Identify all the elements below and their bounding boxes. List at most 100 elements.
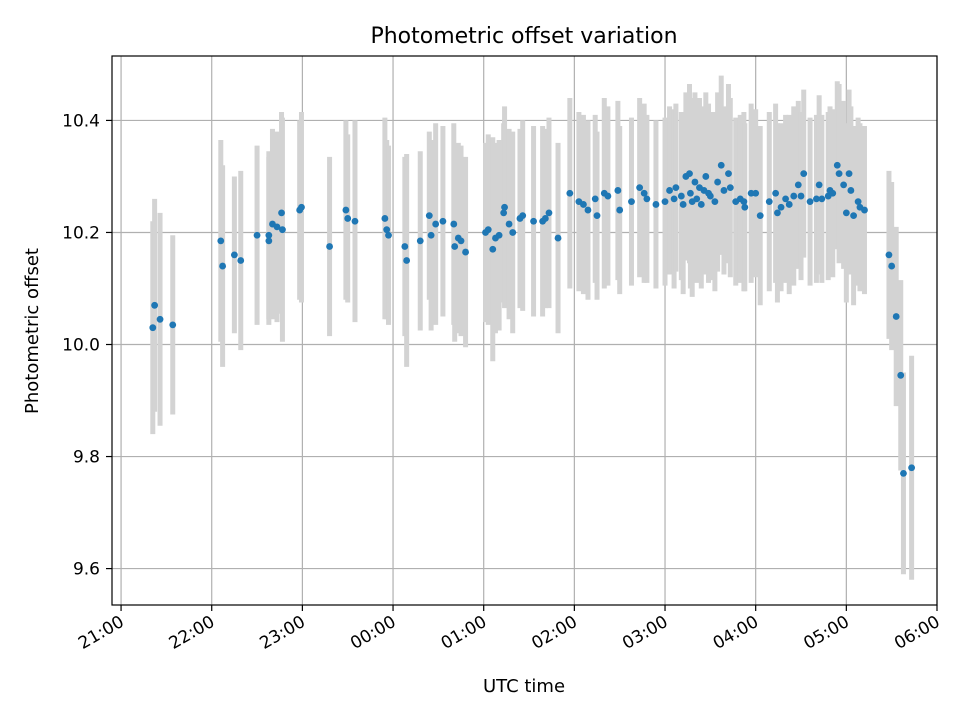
data-point <box>217 237 225 245</box>
data-point <box>720 187 728 194</box>
x-tick-label: 06:00 <box>891 612 943 654</box>
plot-frame <box>111 55 938 606</box>
x-tick-label: 21:00 <box>75 612 127 654</box>
data-point <box>726 184 734 192</box>
data-point <box>782 195 789 203</box>
data-point <box>326 243 333 250</box>
data-point <box>489 245 497 253</box>
data-point <box>403 257 411 264</box>
data-point <box>169 321 177 329</box>
data-point <box>806 198 814 206</box>
data-point <box>265 231 273 239</box>
x-tick-label: 23:00 <box>256 612 308 654</box>
data-point <box>253 231 261 239</box>
data-point <box>230 251 238 259</box>
data-point <box>643 195 651 203</box>
data-point <box>509 229 517 236</box>
data-point <box>717 161 725 169</box>
data-point <box>861 206 868 214</box>
data-point <box>219 262 227 270</box>
y-tick-label: 9.8 <box>73 448 100 468</box>
x-tick-label: 04:00 <box>710 612 762 654</box>
data-point <box>706 192 714 200</box>
data-point <box>794 181 802 189</box>
x-tick-label: 02:00 <box>528 612 580 654</box>
x-tick-label: 03:00 <box>619 612 671 654</box>
data-point <box>818 195 826 203</box>
data-point <box>702 173 710 180</box>
data-point <box>149 324 157 332</box>
data-point <box>756 212 764 220</box>
data-point <box>714 178 722 186</box>
data-point <box>580 201 587 208</box>
y-tick-label: 10.2 <box>62 223 100 243</box>
data-point <box>888 262 896 270</box>
data-point <box>815 181 823 189</box>
data-point <box>797 192 805 200</box>
data-point <box>541 215 549 222</box>
x-tick-label: 05:00 <box>800 612 852 654</box>
data-point <box>636 184 644 192</box>
data-point <box>772 189 780 197</box>
data-point <box>342 206 350 214</box>
data-point <box>740 198 748 206</box>
data-point <box>457 237 465 245</box>
data-point <box>614 187 622 194</box>
data-point <box>554 234 562 242</box>
data-point <box>693 195 701 203</box>
data-point <box>835 170 843 178</box>
data-point <box>725 170 732 178</box>
data-point <box>900 469 907 477</box>
data-point <box>401 243 409 250</box>
data-point <box>908 464 916 472</box>
data-point <box>416 237 424 245</box>
data-point <box>752 189 760 197</box>
data-point <box>237 257 245 264</box>
data-point <box>591 195 599 203</box>
y-tick-label: 10.4 <box>62 111 100 131</box>
data-point <box>584 206 592 214</box>
data-point <box>640 189 648 197</box>
data-point <box>850 212 857 220</box>
x-axis-ticks: 21:00 22:00 23:00 00:00 01:00 02:00 03:00 04:00… <box>75 605 944 654</box>
data-point <box>298 203 305 211</box>
data-point <box>505 220 513 228</box>
data-point <box>383 226 391 234</box>
data-point <box>593 212 601 220</box>
data-point <box>279 226 286 234</box>
data-point <box>661 198 669 206</box>
y-tick-label: 9.6 <box>73 560 100 580</box>
error-bars <box>150 75 915 580</box>
data-point <box>672 184 680 192</box>
x-axis-label: UTC time <box>483 676 565 697</box>
data-point <box>530 217 537 225</box>
data-point <box>604 192 612 200</box>
data-point <box>278 209 285 217</box>
data-point <box>628 198 635 206</box>
data-point <box>519 212 527 220</box>
data-point <box>495 231 503 239</box>
data-point <box>774 209 781 217</box>
x-tick-label: 01:00 <box>438 612 490 654</box>
x-tick-label: 22:00 <box>166 612 218 654</box>
chart-title: Photometric offset variation <box>370 24 677 49</box>
y-axis-label: Photometric offset <box>22 248 43 414</box>
data-point <box>777 203 785 211</box>
data-point <box>566 189 574 197</box>
data-point <box>711 198 719 206</box>
data-point <box>462 248 469 256</box>
data-point <box>691 178 699 186</box>
data-point <box>800 170 808 178</box>
data-point <box>885 251 893 259</box>
data-point <box>697 201 705 208</box>
data-point <box>892 313 900 320</box>
data-point <box>670 195 678 203</box>
data-point <box>381 215 389 222</box>
y-axis-ticks: 9.6 9.8 10.0 10.2 10.4 <box>62 111 112 580</box>
data-point <box>840 181 848 189</box>
data-point <box>829 189 837 197</box>
data-point <box>545 209 553 217</box>
data-point <box>845 170 853 178</box>
